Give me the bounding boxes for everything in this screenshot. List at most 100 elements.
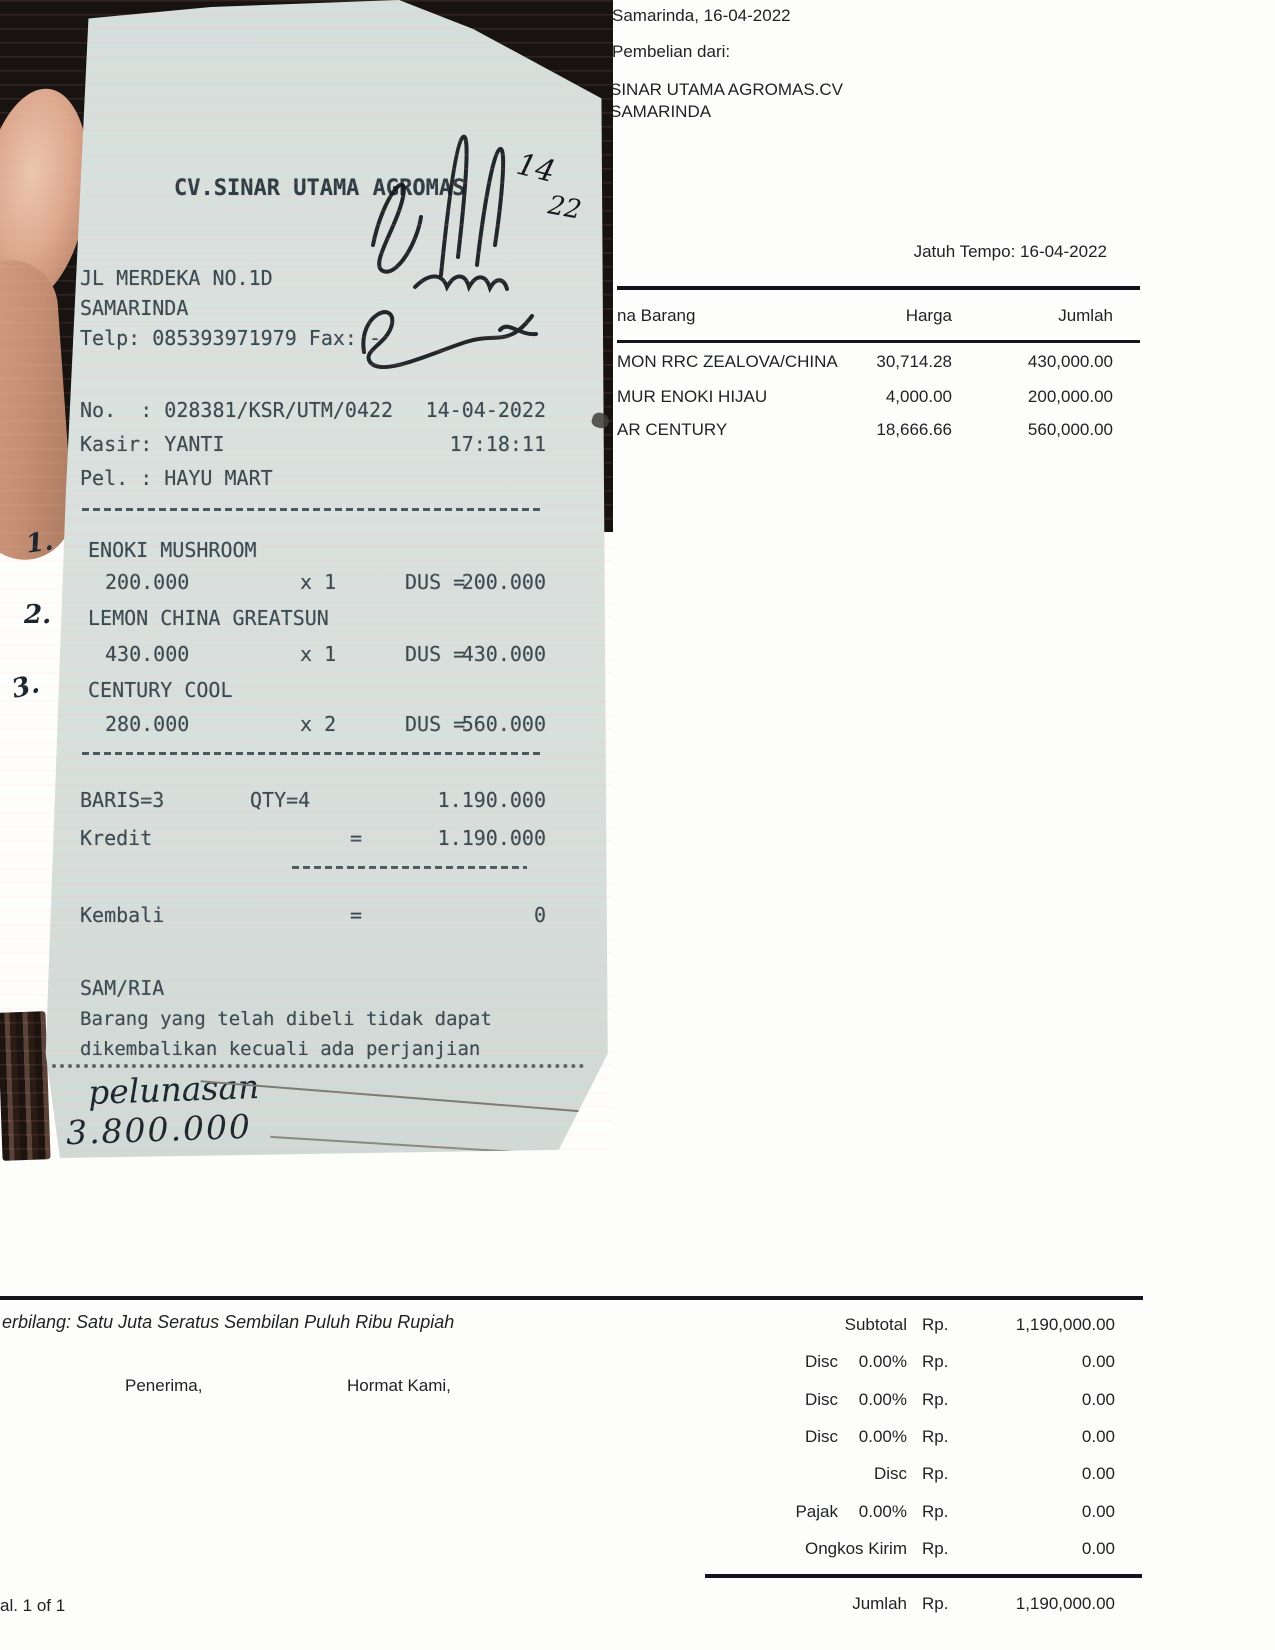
table-row: AR CENTURY 18,666.66 560,000.00 — [617, 420, 1113, 442]
signature-ink-upper: 14 22 — [371, 134, 584, 294]
currency-label: Rp. — [922, 1502, 949, 1521]
baris-count: BARIS=3 — [80, 788, 165, 812]
disc-label: Disc — [804, 1390, 838, 1409]
ongkos-kirim-row: Ongkos Kirim Rp. 0.00 — [690, 1539, 1120, 1561]
receipt-kredit-row: Kredit = 1.190.000 — [46, 826, 608, 850]
separator-dashes — [292, 866, 527, 869]
receipt-no-row: No. : 028381/KSR/UTM/0422 14-04-2022 — [46, 398, 608, 422]
invoice-supplier-name: SINAR UTAMA AGROMAS.CV — [610, 80, 844, 99]
handwritten-date-digit: 22 — [545, 190, 584, 225]
disc-value: 0.00 — [1081, 1390, 1115, 1409]
currency-label: Rp. — [922, 1594, 949, 1613]
subtotal-row: Subtotal Rp. 1,190,000.00 — [690, 1315, 1120, 1337]
kembali-value: 0 — [533, 903, 546, 927]
receipt-item-name: ENOKI MUSHROOM — [88, 538, 257, 562]
item-name: AR CENTURY — [617, 420, 728, 439]
pajak-value: 0.00 — [1081, 1502, 1115, 1521]
jumlah-value: 1,190,000.00 — [1015, 1594, 1115, 1613]
scan-lines — [45, 0, 608, 1158]
qty-count: QTY=4 — [250, 788, 311, 812]
ongkos-kirim-label: Ongkos Kirim — [804, 1539, 907, 1558]
item-amount: 430,000.00 — [1027, 352, 1113, 371]
column-header-harga: Harga — [905, 306, 952, 325]
handwritten-amount: 3.800.000 — [65, 1106, 253, 1153]
item-qty: x 2 — [300, 712, 337, 736]
disc-pct: 0.00% — [858, 1352, 907, 1371]
receipt-baris-row: BARIS=3 QTY=4 1.190.000 — [46, 788, 608, 812]
handwritten-date-digit: 14 — [513, 147, 559, 190]
currency-label: Rp. — [922, 1390, 949, 1409]
ongkos-kirim-value: 0.00 — [1081, 1539, 1115, 1558]
receipt-photo: CV.SINAR UTAMA AGROMAS JL MERDEKA NO.1D … — [0, 0, 613, 1161]
equals-sign: = — [350, 826, 363, 850]
currency-label: Rp. — [922, 1464, 949, 1483]
item-amount: 200,000.00 — [1027, 387, 1113, 406]
item-unit: DUS = — [405, 570, 466, 594]
jumlah-label: Jumlah — [852, 1594, 907, 1613]
perforation-line — [52, 1064, 584, 1068]
item-amount: 200.000 — [461, 570, 546, 594]
column-header-name: na Barang — [617, 306, 696, 325]
receipt-item-qty-row: 430.000 x 1 DUS = 430.000 — [46, 642, 608, 666]
grand-total-rule — [705, 1574, 1142, 1578]
handwritten-pelunasan: pelunasan — [87, 1067, 260, 1112]
receipt-kembali-row: Kembali = 0 — [46, 903, 608, 927]
receipt-kasir-row: Kasir: YANTI 17:18:11 — [46, 432, 608, 456]
disc-value: 0.00 — [1081, 1464, 1115, 1483]
item-name: MON RRC ZEALOVA/CHINA — [617, 352, 838, 371]
receipt-number: No. : 028381/KSR/UTM/0422 — [80, 398, 394, 422]
currency-label: Rp. — [922, 1352, 949, 1371]
hormat-kami-label: Hormat Kami, — [347, 1376, 451, 1395]
invoice-city-date: Samarinda, 16-04-2022 — [612, 6, 791, 25]
customer-name: Pel. : HAYU MART — [80, 466, 273, 490]
amount-in-words: erbilang: Satu Juta Seratus Sembilan Pul… — [2, 1312, 455, 1332]
invoice-due-date: Jatuh Tempo: 16-04-2022 — [913, 242, 1107, 261]
receipt-item-qty-row: 200.000 x 1 DUS = 200.000 — [46, 570, 608, 594]
disc-label: Disc — [873, 1464, 907, 1483]
penerima-label: Penerima, — [125, 1376, 203, 1395]
table-header-row: na Barang Harga Jumlah — [617, 306, 1113, 328]
item-amount: 560,000.00 — [1027, 420, 1113, 439]
receipt-paper: CV.SINAR UTAMA AGROMAS JL MERDEKA NO.1D … — [45, 0, 608, 1158]
footer-top-rule — [0, 1296, 1143, 1300]
subtotal-value: 1,190,000.00 — [1015, 1315, 1115, 1334]
currency-label: Rp. — [922, 1427, 949, 1446]
item-unit: DUS = — [405, 712, 466, 736]
signature-ink-lower — [361, 310, 538, 369]
currency-label: Rp. — [922, 1539, 949, 1558]
stacked-receipt-edges — [0, 1011, 51, 1161]
column-header-jumlah: Jumlah — [1058, 306, 1113, 325]
table-row: MUR ENOKI HIJAU 4,000.00 200,000.00 — [617, 387, 1113, 409]
grand-total-row: Jumlah Rp. 1,190,000.00 — [690, 1594, 1120, 1616]
pajak-label: Pajak — [795, 1502, 838, 1521]
item-price: 280.000 — [105, 712, 190, 736]
table-row: MON RRC ZEALOVA/CHINA 30,714.28 430,000.… — [617, 352, 1113, 374]
disc-pct: 0.00% — [858, 1390, 907, 1409]
currency-label: Rp. — [922, 1315, 949, 1334]
disc-value: 0.00 — [1081, 1352, 1115, 1371]
disc-label: Disc — [804, 1427, 838, 1446]
table-header-rule — [617, 340, 1140, 343]
invoice-purchase-from-label: Pembelian dari: — [612, 42, 731, 61]
disc-row: Disc 0.00% Rp. 0.00 — [690, 1352, 1120, 1374]
item-amount: 430.000 — [461, 642, 546, 666]
pajak-row: Pajak 0.00% Rp. 0.00 — [690, 1502, 1120, 1524]
item-name: MUR ENOKI HIJAU — [617, 387, 768, 406]
kembali-label: Kembali — [80, 903, 165, 927]
receipt-date: 14-04-2022 — [425, 398, 546, 422]
disc-row: Disc 0.00% Rp. 0.00 — [690, 1390, 1120, 1412]
margin-number: 1. — [24, 526, 56, 560]
return-policy-line2: dikembalikan kecuali ada perjanjian — [80, 1038, 481, 1060]
disc-row: Disc Rp. 0.00 — [690, 1464, 1120, 1486]
margin-number: 3. — [8, 669, 43, 705]
receipt-item-name: CENTURY COOL — [88, 678, 233, 702]
item-price: 430.000 — [105, 642, 190, 666]
table-top-rule — [617, 286, 1140, 290]
invoice-supplier-city: SAMARINDA — [610, 102, 712, 121]
receipt-phone-line: Telp: 085393971979 Fax: - — [80, 326, 382, 350]
kredit-value: 1.190.000 — [437, 826, 546, 850]
disc-value: 0.00 — [1081, 1427, 1115, 1446]
item-price: 4,000.00 — [885, 387, 952, 406]
receipt-address-line1: JL MERDEKA NO.1D — [80, 266, 273, 290]
receipt-item-name: LEMON CHINA GREATSUN — [88, 606, 329, 630]
